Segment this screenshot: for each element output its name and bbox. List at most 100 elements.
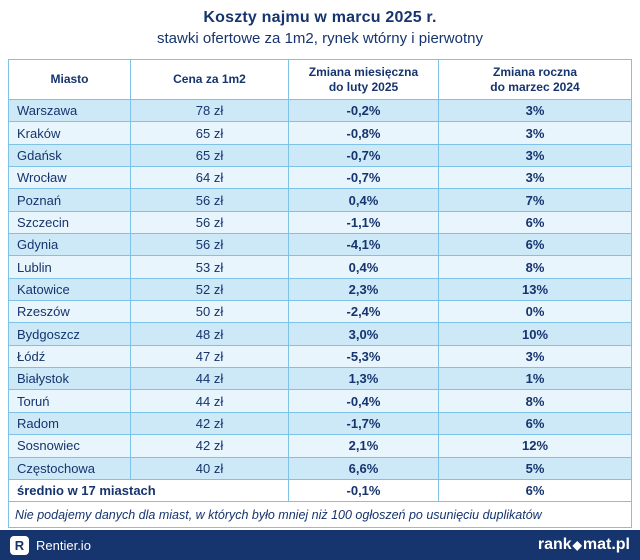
yearly-change-cell: 8% [438,255,632,279]
price-cell: 78 zł [130,98,289,123]
summary-monthly-change: -0,1% [288,478,439,503]
table-row: Poznań 56 zł 0,4% 7% [8,188,632,212]
monthly-change-cell: -0,8% [288,121,439,145]
city-cell: Bydgoszcz [8,322,131,346]
table-row: Katowice 52 zł 2,3% 13% [8,277,632,302]
monthly-change-cell: 2,1% [288,434,439,458]
price-cell: 48 zł [130,322,289,346]
column-header-city: Miasto [8,59,131,100]
monthly-change-cell: -0,7% [288,143,439,168]
rentier-brand: R Rentier.io [10,535,91,555]
price-cell: 44 zł [130,367,289,391]
monthly-change-cell: 0,4% [288,188,439,212]
rankomat-brand: rank ◆ mat.pl [538,536,630,554]
city-cell: Gdańsk [8,143,131,168]
yearly-change-cell: 6% [438,210,632,235]
table-row: Lublin 53 zł 0,4% 8% [8,255,632,279]
yearly-change-cell: 7% [438,188,632,212]
column-header-yearly-line2: do marzec 2024 [490,79,580,94]
yearly-change-cell: 6% [438,233,632,257]
table-footer-body: średnio w 17 miastach -0,1% 6% Nie podaj… [8,478,632,528]
rankomat-brand-suffix: mat.pl [582,536,630,553]
monthly-change-cell: 2,3% [288,277,439,302]
price-cell: 65 zł [130,121,289,145]
yearly-change-cell: 3% [438,143,632,168]
monthly-change-cell: -4,1% [288,233,439,257]
table-row: Rzeszów 50 zł -2,4% 0% [8,300,632,324]
table-body: Warszawa 78 zł -0,2% 3% Kraków 65 zł -0,… [8,98,632,480]
rankomat-brand-prefix: rank [537,536,572,553]
yearly-change-cell: 3% [438,98,632,123]
yearly-change-cell: 1% [438,367,632,391]
monthly-change-cell: -0,7% [288,166,439,190]
monthly-change-cell: -5,3% [288,344,439,369]
diamond-icon: ◆ [572,538,582,552]
price-cell: 56 zł [130,210,289,235]
page-subtitle: stawki ofertowe za 1m2, rynek wtórny i p… [157,30,483,47]
monthly-change-cell: 0,4% [288,255,439,279]
summary-row: średnio w 17 miastach -0,1% 6% [8,478,632,503]
monthly-change-cell: -0,2% [288,98,439,123]
table-row: Kraków 65 zł -0,8% 3% [8,121,632,145]
city-cell: Wrocław [8,166,131,190]
city-cell: Częstochowa [8,456,131,480]
city-cell: Łódź [8,344,131,369]
price-cell: 40 zł [130,456,289,480]
table-row: Białystok 44 zł 1,3% 1% [8,367,632,391]
column-header-monthly-line2: do luty 2025 [328,79,399,94]
monthly-change-cell: -0,4% [288,389,439,413]
city-cell: Poznań [8,188,131,212]
city-cell: Kraków [8,121,131,145]
city-cell: Katowice [8,277,131,302]
price-cell: 65 zł [130,143,289,168]
table-row: Częstochowa 40 zł 6,6% 5% [8,456,632,480]
yearly-change-cell: 8% [438,389,632,413]
yearly-change-cell: 6% [438,411,632,436]
city-cell: Lublin [8,255,131,279]
monthly-change-cell: -1,1% [288,210,439,235]
footnote-text: Nie podajemy danych dla miast, w których… [8,501,632,528]
table-row: Warszawa 78 zł -0,2% 3% [8,98,632,123]
city-cell: Białystok [8,367,131,391]
city-cell: Szczecin [8,210,131,235]
yearly-change-cell: 3% [438,344,632,369]
price-cell: 44 zł [130,389,289,413]
column-header-yearly-change: Zmiana roczna do marzec 2024 [438,59,632,100]
monthly-change-cell: 6,6% [288,456,439,480]
page-header: Koszty najmu w marcu 2025 r. stawki ofer… [0,0,640,47]
table-row: Radom 42 zł -1,7% 6% [8,411,632,436]
city-cell: Sosnowiec [8,434,131,458]
city-cell: Toruń [8,389,131,413]
table-row: Gdańsk 65 zł -0,7% 3% [8,143,632,168]
summary-yearly-change: 6% [438,478,632,503]
yearly-change-cell: 0% [438,300,632,324]
city-cell: Gdynia [8,233,131,257]
city-cell: Radom [8,411,131,436]
yearly-change-cell: 13% [438,277,632,302]
price-cell: 56 zł [130,188,289,212]
footer-bar: R Rentier.io rank ◆ mat.pl [0,530,640,560]
monthly-change-cell: -2,4% [288,300,439,324]
summary-label: średnio w 17 miastach [8,478,289,503]
price-cell: 53 zł [130,255,289,279]
monthly-change-cell: 1,3% [288,367,439,391]
column-header-monthly-change: Zmiana miesięczna do luty 2025 [288,59,439,100]
table-row: Łódź 47 zł -5,3% 3% [8,344,632,369]
column-header-yearly-line1: Zmiana roczna [492,64,578,79]
column-header-price: Cena za 1m2 [130,59,289,100]
column-header-monthly-line1: Zmiana miesięczna [308,64,419,79]
table-row: Toruń 44 zł -0,4% 8% [8,389,632,413]
rentier-brand-label: Rentier.io [36,537,91,553]
rent-table: Miasto Cena za 1m2 Zmiana miesięczna do … [8,59,632,528]
table-row: Wrocław 64 zł -0,7% 3% [8,166,632,190]
monthly-change-cell: -1,7% [288,411,439,436]
table-row: Szczecin 56 zł -1,1% 6% [8,210,632,235]
table-header-row: Miasto Cena za 1m2 Zmiana miesięczna do … [8,59,632,100]
price-cell: 56 zł [130,233,289,257]
city-cell: Warszawa [8,98,131,123]
rentier-logo-icon: R [10,535,29,555]
yearly-change-cell: 10% [438,322,632,346]
price-cell: 50 zł [130,300,289,324]
price-cell: 52 zł [130,277,289,302]
price-cell: 42 zł [130,411,289,436]
